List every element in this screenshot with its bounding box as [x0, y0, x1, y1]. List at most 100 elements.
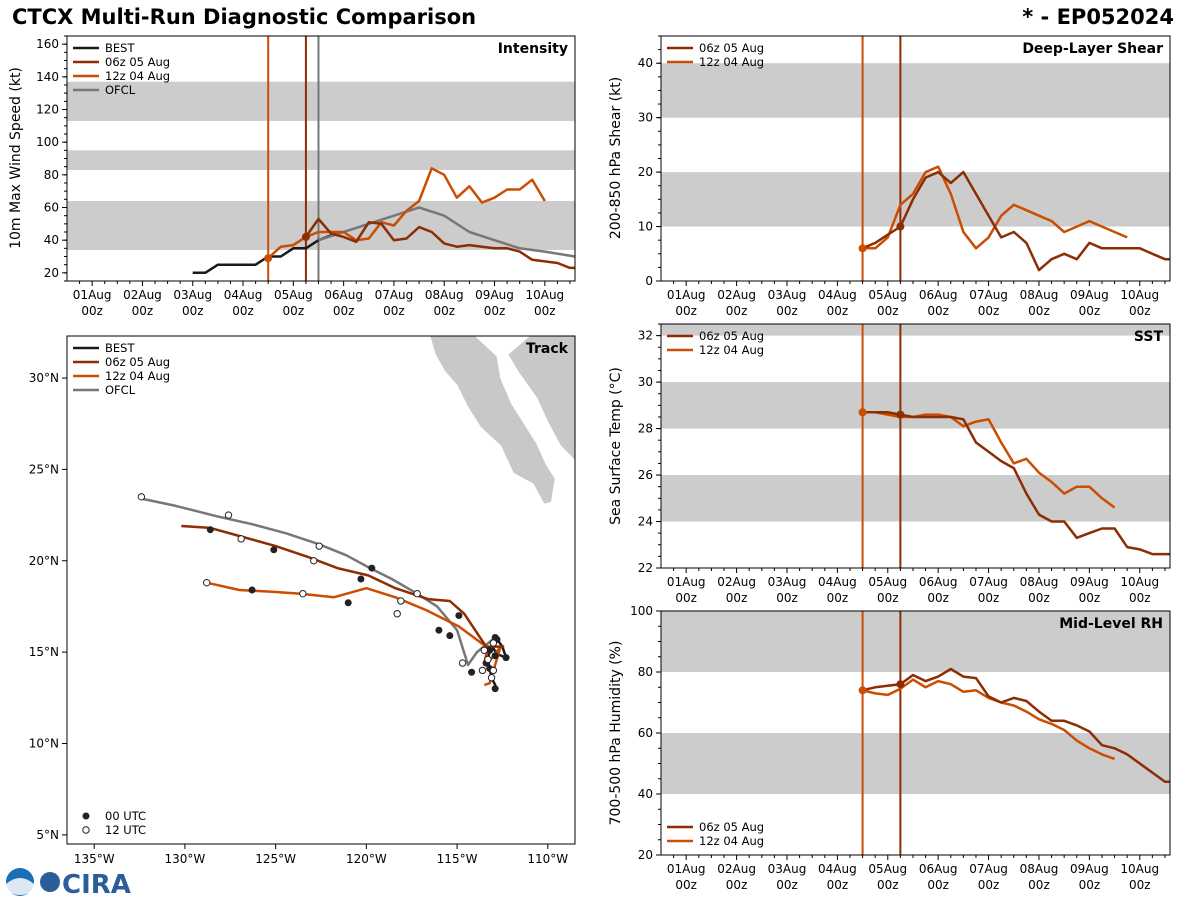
- threshold-band: [661, 172, 1170, 227]
- y-axis-label: 10m Max Wind Speed (kt): [8, 67, 24, 249]
- init-marker-run12: [858, 686, 867, 695]
- x-tick-hour: 00z: [232, 304, 254, 318]
- series-line-ofcl: [141, 497, 496, 667]
- x-tick-hour: 00z: [978, 304, 1000, 318]
- panel-title: Track: [526, 341, 569, 357]
- x-tick-hour: 00z: [534, 304, 556, 318]
- x-tick-date: 09Aug: [475, 288, 514, 302]
- threshold-band: [661, 733, 1170, 794]
- track-point-00utc: [368, 564, 376, 572]
- cira-logo-text: CIRA: [62, 870, 131, 900]
- legend-label: 12z 04 Aug: [699, 834, 764, 848]
- track-point-12utc: [310, 557, 318, 565]
- y-tick-label: 140: [36, 70, 59, 84]
- x-tick-date: 06Aug: [324, 288, 363, 302]
- threshold-band: [67, 200, 575, 250]
- x-tick-date: 02Aug: [123, 288, 162, 302]
- y-tick-label: 20: [638, 165, 653, 179]
- y-tick-label: 32: [638, 329, 653, 343]
- y-tick-label: 22: [638, 561, 653, 575]
- axes-frame: [66, 335, 576, 845]
- legend-label: 00 UTC: [105, 809, 146, 823]
- x-tick-hour: 00z: [1028, 591, 1050, 605]
- x-tick-hour: 00z: [484, 304, 506, 318]
- track-point-12utc: [458, 659, 467, 667]
- x-tick-date: 03Aug: [173, 288, 212, 302]
- x-tick-date: 02Aug: [717, 575, 756, 589]
- track-point-00utc: [491, 652, 499, 660]
- panel-title: SST: [1134, 329, 1164, 345]
- sst-panel: 22 24 26 28 30 32 01Aug 00z 02Aug 00z 03Aug 00z 04Au…: [608, 323, 1171, 605]
- track-point-00utc: [435, 626, 443, 634]
- track-point-12utc: [480, 646, 488, 655]
- x-tick-date: 01Aug: [667, 288, 706, 302]
- y-tick-label: 60: [638, 726, 653, 740]
- x-tick-date: 06Aug: [919, 575, 958, 589]
- threshold-band: [661, 63, 1170, 118]
- x-tick-date: 06Aug: [919, 862, 958, 876]
- track-point-00utc: [491, 685, 499, 693]
- x-tick-date: 09Aug: [1070, 288, 1109, 302]
- legend-marker-open: [82, 826, 90, 834]
- x-tick-date: 07Aug: [969, 862, 1008, 876]
- x-tick-label: 120°W: [346, 852, 387, 866]
- x-tick-hour: 00z: [827, 304, 849, 318]
- x-tick-hour: 00z: [1129, 591, 1151, 605]
- cira-logo: CIRA: [6, 868, 131, 900]
- mexico-mainland-land: [507, 336, 575, 461]
- x-tick-date: 04Aug: [224, 288, 263, 302]
- x-tick-hour: 00z: [675, 304, 697, 318]
- x-tick-hour: 00z: [132, 304, 154, 318]
- x-tick-hour: 00z: [927, 591, 949, 605]
- x-tick-date: 03Aug: [768, 575, 807, 589]
- series-line-run06: [862, 667, 1170, 784]
- x-tick-date: 05Aug: [274, 288, 313, 302]
- legend-label: 06z 05 Aug: [699, 820, 764, 834]
- x-tick-hour: 00z: [776, 591, 798, 605]
- track-point-00utc: [270, 546, 278, 554]
- init-marker-run12: [858, 244, 867, 253]
- y-tick-label: 24: [638, 515, 653, 529]
- y-tick-label: 20: [638, 848, 653, 862]
- y-tick-label: 120: [36, 103, 59, 117]
- intensity-panel: 20 40 60 80 100 120 140 160 01Aug 00z 02Aug 00z 03Au…: [8, 35, 576, 318]
- init-marker-run06: [896, 410, 905, 419]
- track-point-00utc: [206, 526, 214, 534]
- axes-frame: [660, 323, 1171, 569]
- y-tick-label: 60: [44, 201, 59, 215]
- figure-title: CTCX Multi-Run Diagnostic Comparison: [12, 5, 477, 29]
- x-tick-hour: 00z: [1129, 878, 1151, 892]
- track-point-12utc: [478, 666, 487, 675]
- x-tick-hour: 00z: [877, 878, 899, 892]
- track-point-12utc: [484, 655, 492, 664]
- init-marker-run06: [301, 232, 310, 241]
- storm-id: * - EP052024: [1022, 5, 1174, 29]
- shear-plot-area: [661, 36, 1170, 281]
- x-tick-date: 05Aug: [868, 862, 907, 876]
- x-tick-date: 02Aug: [717, 862, 756, 876]
- x-tick-date: 06Aug: [919, 288, 958, 302]
- y-tick-label: 160: [36, 37, 59, 51]
- x-tick-hour: 00z: [927, 878, 949, 892]
- track-point-00utc: [491, 634, 499, 642]
- series-line-run06: [862, 411, 1170, 556]
- y-tick-label: 10: [638, 220, 653, 234]
- y-tick-label: 5°N: [36, 828, 59, 842]
- track-point-00utc: [357, 575, 365, 583]
- y-tick-label: 28: [638, 422, 653, 436]
- x-tick-date: 09Aug: [1070, 575, 1109, 589]
- rh-plot-area: [661, 611, 1170, 855]
- x-tick-date: 08Aug: [425, 288, 464, 302]
- x-tick-date: 10Aug: [1120, 288, 1159, 302]
- track-point-12utc: [393, 610, 401, 618]
- x-tick-date: 05Aug: [868, 575, 907, 589]
- panel-title: Mid-Level RH: [1059, 616, 1163, 632]
- legend-label: 06z 05 Aug: [105, 355, 170, 369]
- x-tick-date: 08Aug: [1020, 862, 1059, 876]
- y-tick-label: 0: [645, 274, 653, 288]
- x-tick-date: 07Aug: [969, 288, 1008, 302]
- x-tick-hour: 00z: [1079, 304, 1101, 318]
- panel-title: Deep-Layer Shear: [1022, 41, 1163, 57]
- x-tick-hour: 00z: [383, 304, 405, 318]
